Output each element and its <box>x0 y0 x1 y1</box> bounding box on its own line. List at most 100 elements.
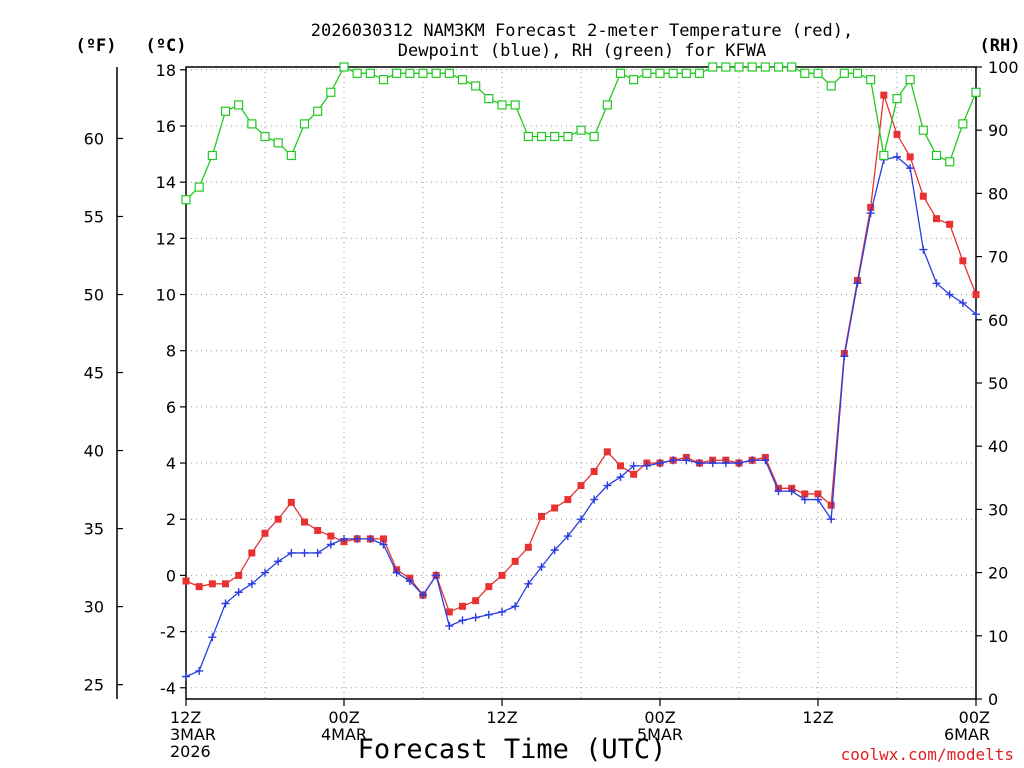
data-point <box>708 459 717 468</box>
data-point <box>326 87 336 97</box>
data-point <box>893 152 901 161</box>
data-point <box>248 549 256 557</box>
series-rh <box>181 62 981 205</box>
c-tick-label: 4 <box>166 454 176 473</box>
c-tick-label: 6 <box>166 398 176 417</box>
data-point <box>800 495 809 504</box>
data-point <box>471 81 481 91</box>
data-point <box>946 220 954 228</box>
data-point <box>590 495 599 504</box>
data-point <box>879 150 889 161</box>
fahrenheit-unit-label: (ºF) <box>76 36 117 56</box>
rh-tick-label: 0 <box>988 690 998 709</box>
data-point <box>352 68 362 78</box>
data-point <box>498 607 506 616</box>
data-point <box>589 131 599 142</box>
rh-unit-label: (RH) <box>980 36 1021 56</box>
x-tick-label: 12Z <box>802 708 833 727</box>
rh-tick-label: 80 <box>988 184 1008 203</box>
data-point <box>220 106 231 116</box>
data-point <box>182 577 190 585</box>
data-point <box>563 532 572 541</box>
data-point <box>221 599 230 608</box>
data-point <box>379 540 388 549</box>
data-point <box>431 68 441 78</box>
data-point <box>484 93 494 104</box>
data-point <box>222 580 229 588</box>
data-point <box>445 608 453 616</box>
data-point <box>681 68 691 78</box>
data-point <box>380 535 387 543</box>
data-point <box>472 597 480 605</box>
data-point <box>787 487 796 496</box>
data-point <box>484 610 493 619</box>
data-point <box>195 583 203 591</box>
rh-tick-label: 20 <box>988 564 1008 583</box>
data-point <box>853 279 862 288</box>
c-tick-label: 18 <box>156 61 176 80</box>
data-point <box>234 100 244 110</box>
data-point <box>603 448 611 456</box>
x-tick-label: 5MAR <box>637 725 683 744</box>
data-point <box>378 75 389 85</box>
x-tick-label: 2026 <box>170 742 211 761</box>
data-point <box>523 131 533 142</box>
data-point <box>972 310 980 319</box>
data-point <box>958 119 968 129</box>
x-tick-label: 6MAR <box>944 725 990 744</box>
data-point <box>931 150 942 161</box>
data-point <box>208 633 217 642</box>
data-point <box>616 473 625 482</box>
data-point <box>550 131 560 142</box>
data-point <box>959 257 967 265</box>
data-point <box>286 150 296 161</box>
chart-title-line-1: 2026030312 NAM3KM Forecast 2-meter Tempe… <box>311 21 853 41</box>
rh-tick-label: 90 <box>988 121 1008 140</box>
data-point <box>892 93 902 104</box>
data-point <box>235 571 243 579</box>
c-tick-label: 0 <box>166 566 176 585</box>
data-point <box>274 557 283 566</box>
data-point <box>906 164 915 173</box>
data-point <box>366 534 375 543</box>
data-point <box>852 68 863 78</box>
data-point <box>340 534 348 543</box>
data-series <box>181 62 981 681</box>
data-point <box>656 459 664 468</box>
data-point <box>577 515 585 524</box>
f-tick-label: 50 <box>84 286 104 305</box>
data-point <box>880 91 888 99</box>
data-point <box>590 467 598 475</box>
f-tick-label: 40 <box>84 442 104 461</box>
data-point <box>827 515 836 524</box>
data-point <box>615 68 626 78</box>
gridlines <box>186 67 976 699</box>
data-point <box>432 571 441 580</box>
data-point <box>405 577 414 586</box>
series-temperature <box>182 91 980 616</box>
data-point <box>906 153 914 161</box>
data-point <box>551 504 559 512</box>
rh-tick-label: 60 <box>988 311 1008 330</box>
c-tick-label: -2 <box>160 623 176 642</box>
x-tick-label: 00Z <box>328 708 359 727</box>
data-point <box>260 131 270 142</box>
data-point <box>655 68 665 78</box>
data-point <box>301 518 308 526</box>
data-point <box>550 546 559 555</box>
data-point <box>760 62 770 72</box>
data-point <box>353 534 362 543</box>
data-point <box>524 543 532 551</box>
data-point <box>182 672 190 681</box>
data-point <box>444 68 454 78</box>
data-point <box>497 100 507 110</box>
data-point <box>668 68 678 78</box>
data-point <box>339 62 349 72</box>
data-point <box>419 591 427 600</box>
data-point <box>721 459 730 468</box>
data-point <box>774 487 783 496</box>
data-point <box>642 461 651 470</box>
data-point <box>827 501 835 509</box>
data-point <box>274 515 282 523</box>
c-tick-label: 16 <box>156 117 176 136</box>
